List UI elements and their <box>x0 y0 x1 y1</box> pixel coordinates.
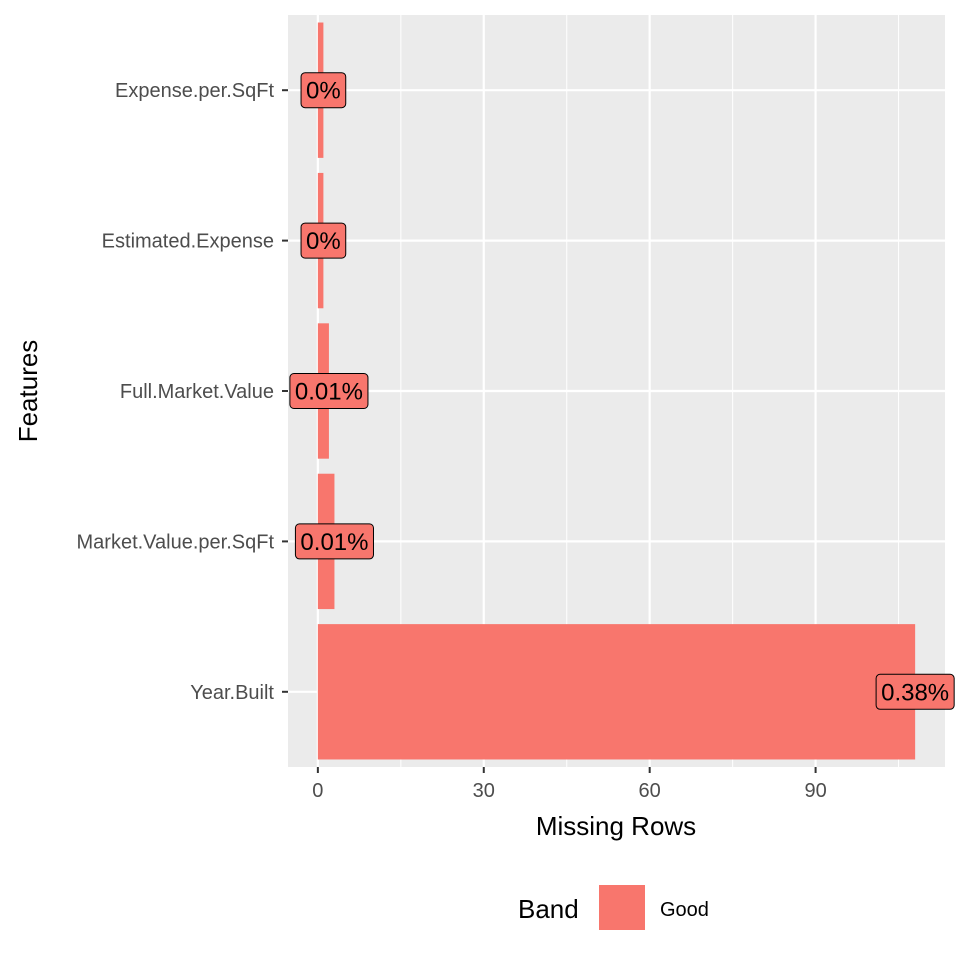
data-label: 0% <box>300 222 347 259</box>
y-tick-label: Expense.per.SqFt <box>115 80 274 102</box>
x-tick-label: 60 <box>639 780 661 802</box>
data-label: 0% <box>300 72 347 109</box>
y-axis-title: Features <box>13 340 43 443</box>
x-axis: 0 30 60 90 <box>312 767 827 802</box>
bar <box>317 624 916 760</box>
x-tick-label: 90 <box>804 780 826 802</box>
legend-key-good <box>599 885 645 930</box>
svg-text:0%: 0% <box>306 228 341 255</box>
svg-text:0.38%: 0.38% <box>881 679 949 706</box>
legend-title: Band <box>518 894 579 924</box>
legend: Band Good <box>518 885 709 930</box>
svg-text:0%: 0% <box>306 78 341 105</box>
legend-label-good: Good <box>660 899 709 921</box>
y-tick-label: Full.Market.Value <box>120 381 274 403</box>
data-labels: 0% 0% 0.01% 0.01% 0.38% <box>289 72 955 710</box>
y-axis: Expense.per.SqFt Estimated.Expense Full.Ma… <box>77 80 288 704</box>
svg-text:0.01%: 0.01% <box>300 529 368 556</box>
data-label: 0.38% <box>875 673 955 710</box>
y-tick-label: Year.Built <box>190 682 274 704</box>
x-axis-title: Missing Rows <box>536 811 696 841</box>
svg-text:0.01%: 0.01% <box>295 379 363 406</box>
y-tick-label: Market.Value.per.SqFt <box>77 531 275 553</box>
x-tick-label: 0 <box>312 780 323 802</box>
data-label: 0.01% <box>294 523 374 560</box>
x-tick-label: 30 <box>473 780 495 802</box>
y-tick-label: Estimated.Expense <box>102 231 274 253</box>
data-label: 0.01% <box>289 373 369 409</box>
